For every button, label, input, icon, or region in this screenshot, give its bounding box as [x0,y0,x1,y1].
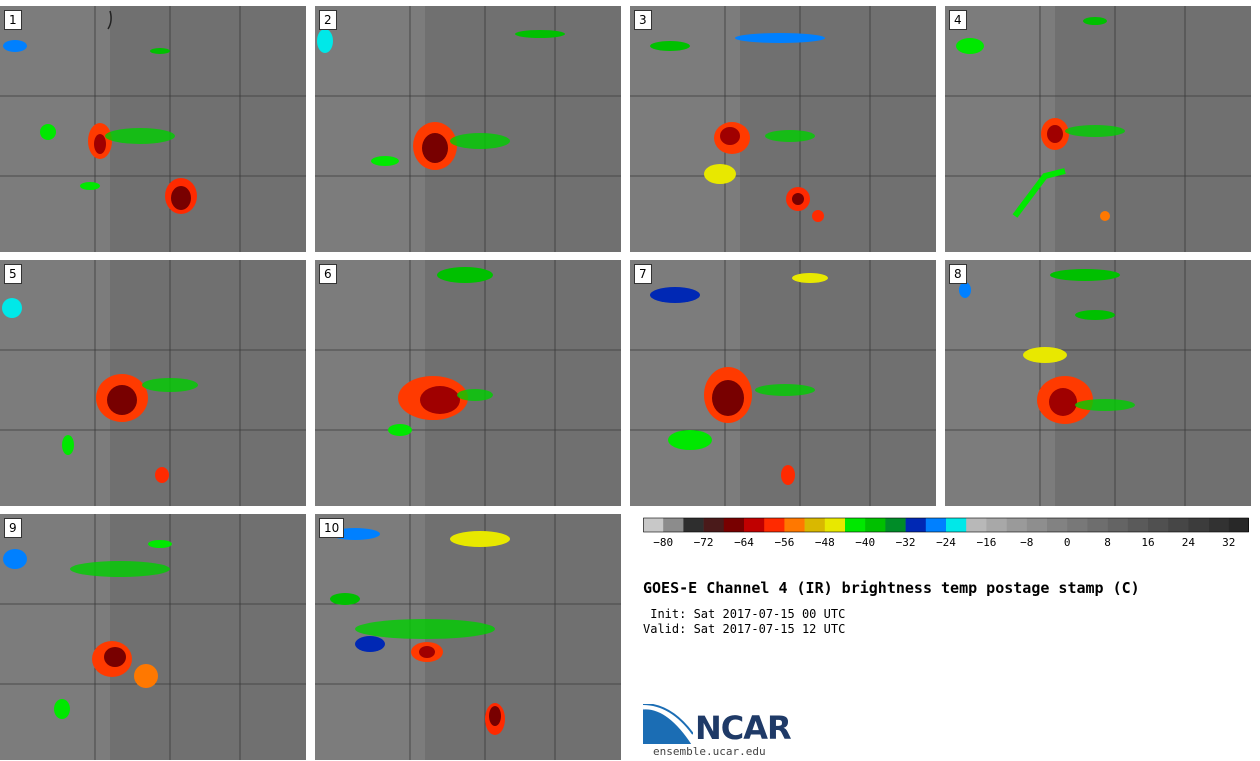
ncar-logo-icon [643,704,693,745]
storm-cluster [650,33,825,222]
colorbar-tick-label: −56 [774,536,795,549]
colorbar-tick-label: 32 [1222,536,1236,549]
colorbar-swatch [845,518,866,532]
colorbar-swatch [1047,518,1068,532]
colorbar-swatch [683,518,704,532]
storm-cluster [330,528,510,735]
colorbar-tick-label: −8 [1020,536,1034,549]
ir-map-2 [315,6,621,252]
colorbar-swatch [1228,518,1249,532]
ir-map-1 [0,6,306,252]
colorbar-swatch [824,518,846,532]
colorbar-swatch [1006,518,1028,532]
colorbar-swatch [986,518,1007,532]
temperature-colorbar [643,517,1249,533]
postage-stamp-panel-5: 5 [0,260,306,506]
panel-number: 5 [4,264,22,284]
ir-map-9 [0,514,306,760]
panel-number: 10 [319,518,345,538]
colorbar-swatch [1208,518,1230,532]
colorbar-tick-label: −24 [936,536,956,549]
colorbar-tick-label: −48 [814,536,835,549]
colorbar-tick-label: 0 [1063,536,1071,549]
colorbar-swatch [643,518,664,532]
colorbar-swatch [764,518,785,532]
storm-cluster [956,17,1125,221]
postage-stamp-panel-2: 2 [315,6,621,252]
colorbar-tick-label: −32 [895,536,916,549]
colorbar-tick-label: −16 [976,536,997,549]
logo-url: ensemble.ucar.edu [653,745,766,758]
panel-number: 1 [4,10,22,30]
colorbar-swatch [784,518,805,532]
panel-number: 9 [4,518,22,538]
colorbar-swatch [1148,518,1169,532]
colorbar-swatch [1188,518,1209,532]
postage-stamp-panel-4: 4 [945,6,1251,252]
colorbar-swatch [966,518,987,532]
ir-map-7 [630,260,936,506]
ncar-logo-text: NCAR [695,709,792,747]
colorbar-swatch [1067,518,1088,532]
storm-cluster [317,29,565,170]
ir-map-4 [945,6,1251,252]
colorbar-swatch [925,518,947,532]
panel-number: 8 [949,264,967,284]
colorbar-swatch [1127,518,1149,532]
postage-stamp-panel-6: 6 [315,260,621,506]
valid-time: Valid: Sat 2017-07-15 12 UTC [643,622,846,636]
colorbar-swatch [865,518,886,532]
ncar-logo: NCAR [643,704,803,748]
postage-stamp-panel-7: 7 [630,260,936,506]
ir-map-8 [945,260,1251,506]
postage-stamp-panel-9: 9 [0,514,306,760]
chart-title: GOES-E Channel 4 (IR) brightness temp po… [643,579,1140,597]
postage-stamp-panel-10: 10 [315,514,621,760]
colorbar-swatch [1107,518,1129,532]
panel-number: 6 [319,264,337,284]
init-time: Init: Sat 2017-07-15 00 UTC [643,607,846,621]
panel-number: 4 [949,10,967,30]
storm-cluster [3,540,172,719]
ir-map-3 [630,6,936,252]
colorbar-tick-label: −40 [855,536,876,549]
colorbar-tick-label: 24 [1181,536,1196,549]
colorbar-tick-label: 8 [1104,536,1111,549]
colorbar-swatch [946,518,967,532]
colorbar-swatch [1026,518,1048,532]
colorbar-tick-label: 16 [1141,536,1155,549]
storm-cluster [2,298,198,483]
postage-stamp-panel-3: 3 [630,6,936,252]
colorbar-swatch [663,518,684,532]
colorbar-swatch [804,518,826,532]
colorbar-tick-label: −64 [734,536,754,549]
colorbar-swatch [885,518,906,532]
colorbar-tick-label: −80 [653,536,674,549]
ir-map-6 [315,260,621,506]
colorbar-swatch [723,518,745,532]
colorbar-swatch [905,518,927,532]
storm-cluster [388,267,493,436]
storm-cluster [959,269,1135,424]
storm-cluster [650,273,828,485]
colorbar-tick-label: −72 [693,536,714,549]
storm-cluster [3,40,197,214]
ir-map-5 [0,260,306,506]
panel-number: 3 [634,10,652,30]
ir-map-10 [315,514,621,760]
postage-stamp-panel-8: 8 [945,260,1251,506]
colorbar-swatch [744,518,765,532]
colorbar-swatch [703,518,725,532]
panel-number: 7 [634,264,652,284]
colorbar-swatch [1087,518,1108,532]
colorbar-swatch [1168,518,1189,532]
panel-number: 2 [319,10,337,30]
postage-stamp-panel-1: 1 [0,6,306,252]
